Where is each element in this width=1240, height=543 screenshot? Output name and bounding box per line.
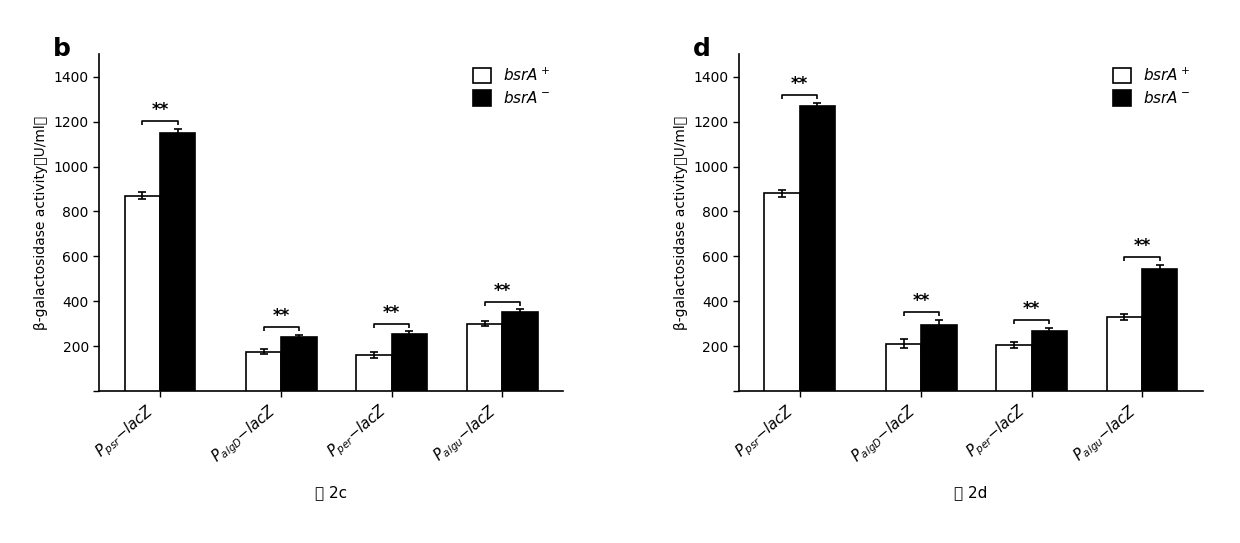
Bar	[392, 334, 427, 391]
Text: **: **	[383, 304, 401, 322]
Bar	[1032, 331, 1066, 391]
Text: **: **	[913, 292, 930, 310]
Bar	[800, 106, 836, 391]
Text: d: d	[693, 37, 711, 61]
Bar	[281, 337, 316, 391]
Bar	[356, 355, 392, 391]
Text: **: **	[1133, 237, 1151, 255]
Bar	[1142, 269, 1178, 391]
Text: 图 2d: 图 2d	[955, 485, 987, 500]
Bar	[885, 344, 921, 391]
Bar	[502, 312, 537, 391]
Bar	[997, 345, 1032, 391]
Text: 图 2c: 图 2c	[315, 485, 347, 500]
Text: **: **	[1023, 300, 1040, 318]
Text: **: **	[791, 75, 808, 93]
Y-axis label: β-galactosidase activity（U/ml）: β-galactosidase activity（U/ml）	[35, 116, 48, 330]
Bar	[466, 324, 502, 391]
Bar	[160, 133, 195, 391]
Bar	[921, 325, 956, 391]
Text: **: **	[494, 282, 511, 300]
Text: **: **	[151, 101, 169, 119]
Y-axis label: β-galactosidase activity（U/ml）: β-galactosidase activity（U/ml）	[675, 116, 688, 330]
Text: **: **	[273, 307, 290, 325]
Legend: $\it{bsrA}^+$, $\it{bsrA}^-$: $\it{bsrA}^+$, $\it{bsrA}^-$	[1109, 62, 1195, 111]
Bar	[246, 352, 281, 391]
Text: b: b	[53, 37, 71, 61]
Bar	[124, 195, 160, 391]
Legend: $\it{bsrA}^+$, $\it{bsrA}^-$: $\it{bsrA}^+$, $\it{bsrA}^-$	[469, 62, 556, 111]
Bar	[765, 193, 800, 391]
Bar	[1107, 317, 1142, 391]
